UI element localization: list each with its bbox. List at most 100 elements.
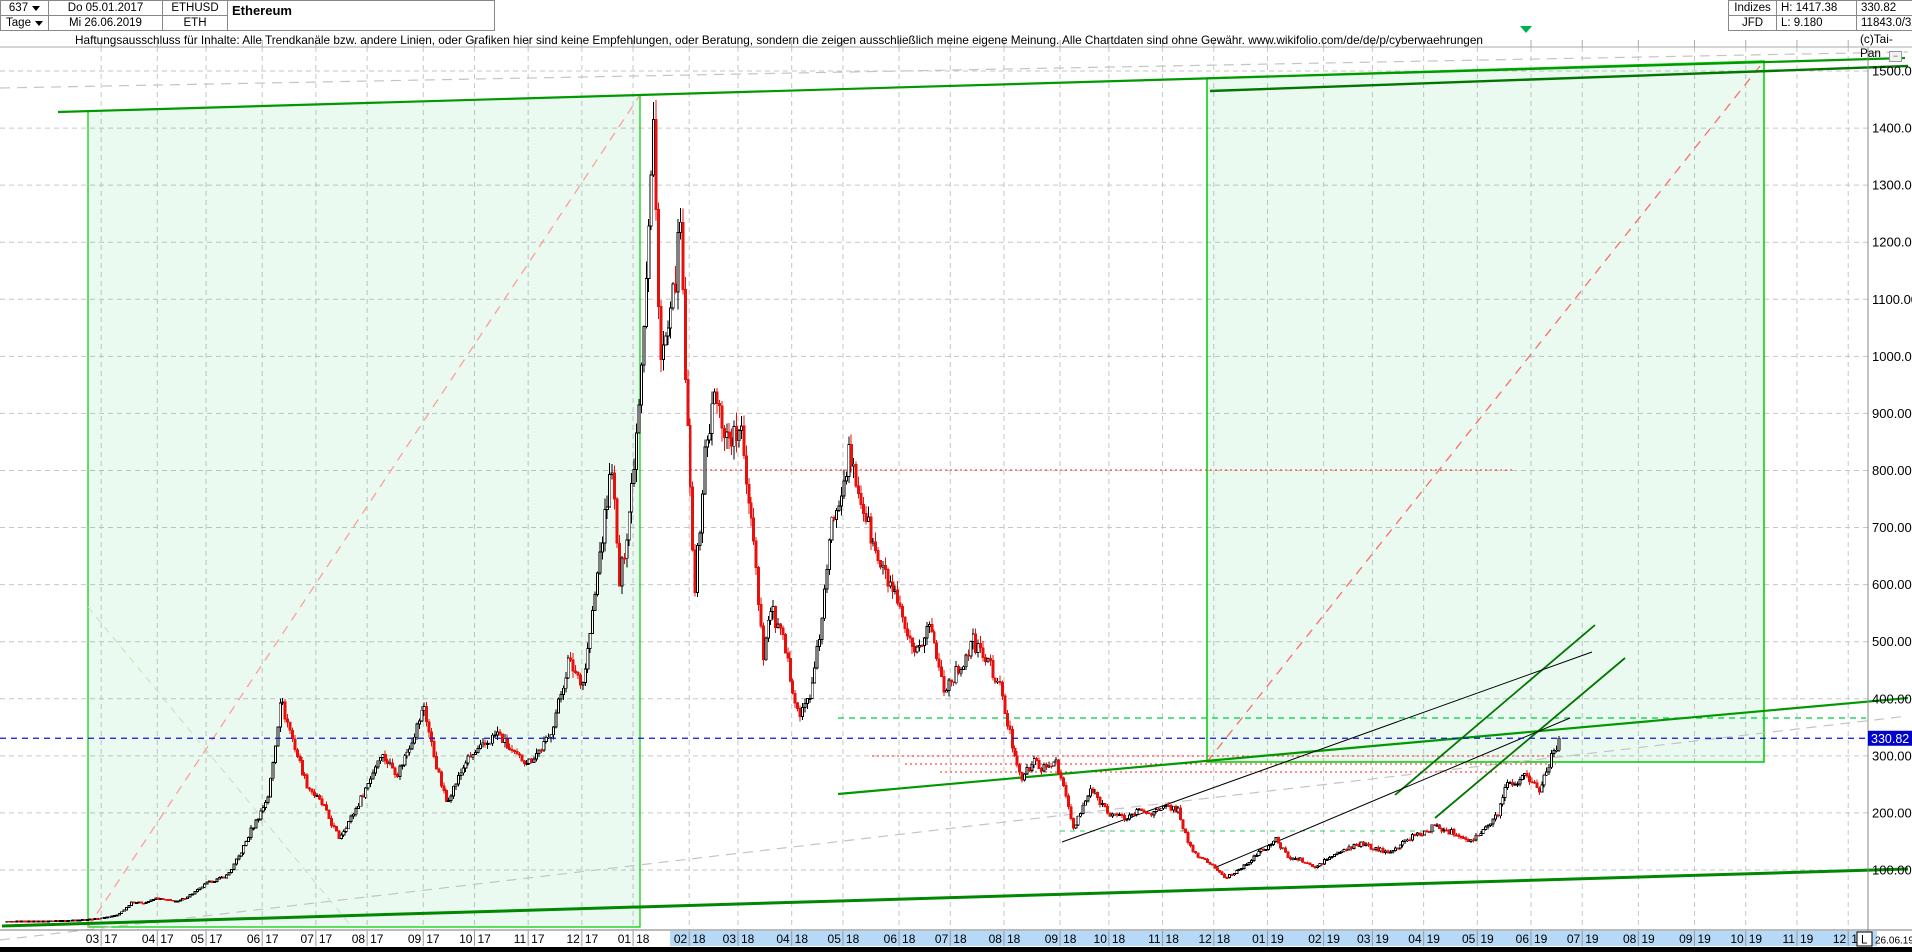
candle-body [1171, 805, 1175, 811]
resistance-long[interactable] [57, 56, 1906, 114]
candle-body [754, 540, 758, 568]
candle-body [310, 788, 314, 793]
candle-body [513, 750, 517, 753]
candle-body [1237, 868, 1241, 871]
symbol-short-value: ETH [183, 17, 207, 29]
red-diagonal-2019[interactable] [1206, 60, 1765, 763]
info-group-label: Indizes [1734, 2, 1771, 14]
candle-body [591, 610, 595, 634]
candle-body [1254, 854, 1258, 857]
bars-count-dropdown[interactable]: 637 [0, 0, 49, 16]
candle-body [1313, 866, 1317, 869]
candle-body [1342, 849, 1346, 852]
candle-body [298, 756, 302, 762]
candle-body [1320, 863, 1324, 865]
candle-body [1474, 834, 1478, 841]
date-label-month: 06 [884, 932, 898, 946]
date-label-month: 07 [935, 932, 949, 946]
price-axis-label: 900.00 [1872, 406, 1912, 421]
info-provider-label: JFD [1741, 17, 1764, 29]
support-long[interactable] [1, 867, 1909, 928]
candle-body [447, 799, 451, 803]
candle-body [649, 174, 653, 227]
candle-body [73, 919, 77, 922]
fan-line-a[interactable] [1061, 651, 1593, 843]
date-label-year: 18 [795, 932, 809, 946]
candle-body [356, 805, 360, 809]
candle-body [1523, 772, 1527, 776]
date-axis[interactable]: 03 17 04 17 05 17 06 17 07 17 08 17 09 17 10 17 11 17 12 17… [86, 931, 1912, 947]
candle-body [1203, 858, 1207, 861]
candle-body [1354, 843, 1358, 846]
red-diagonal-2017[interactable] [87, 94, 641, 928]
price-axis[interactable]: 1500.00 1400.00 1300.00 1200.00 1100.00 1000.… [1868, 64, 1912, 878]
candle-body [1325, 859, 1329, 861]
candle-body [791, 680, 795, 694]
candle-body [195, 889, 199, 893]
candle-body [1164, 804, 1168, 807]
candle-body [161, 898, 165, 901]
date-to-field[interactable]: Mi 26.06.2019 [48, 15, 163, 31]
candle-body [393, 767, 397, 775]
candle-body [1091, 788, 1095, 793]
candle-body [1281, 847, 1285, 850]
support-rising[interactable] [837, 696, 1909, 796]
candle-body [32, 920, 36, 923]
candle-body [1186, 832, 1190, 843]
date-to-value: Mi 26.06.2019 [69, 17, 142, 29]
candle-body [49, 920, 53, 923]
candle-body [1118, 814, 1122, 817]
candle-body [971, 633, 975, 643]
gray-channel-bottom[interactable] [0, 715, 1909, 941]
resistance-upper-2019[interactable] [1209, 64, 1909, 93]
candle-body [1418, 832, 1422, 836]
date-from-field[interactable]: Do 05.01.2017 [48, 0, 163, 16]
candle-body [1264, 848, 1268, 851]
candle-body [800, 706, 804, 717]
candle-body [212, 881, 216, 884]
period-dropdown[interactable]: Tage [0, 15, 49, 31]
candle-body [998, 680, 1002, 683]
candle-body [198, 887, 202, 890]
candle-body [1149, 813, 1153, 816]
period-high-cell: H: 1417.38 [1776, 0, 1857, 16]
minimize-icon[interactable]: − [1889, 51, 1902, 62]
candle-body [1157, 809, 1161, 812]
candle-body [713, 391, 717, 405]
candle-body [808, 697, 812, 700]
candle-body [139, 901, 143, 904]
candle-body [1096, 791, 1100, 799]
candle-body [278, 702, 282, 728]
date-label-month: 07 [1567, 932, 1581, 946]
candle-body [1059, 772, 1063, 779]
candle-body [1357, 843, 1361, 848]
pale-green-diagonal[interactable] [87, 606, 353, 928]
rally-channel-a[interactable] [1394, 624, 1596, 796]
candle-body [1220, 871, 1224, 875]
candle-body [796, 702, 800, 709]
candle-body [1503, 786, 1507, 798]
symbol-field[interactable]: ETHUSD [162, 0, 228, 16]
candle-body [861, 504, 865, 514]
candle-body [949, 679, 953, 683]
date-label-month: 12 [566, 932, 580, 946]
candle-body [596, 572, 600, 595]
candle-body [481, 742, 485, 746]
gray-channel-top[interactable] [0, 51, 1909, 89]
candle-body [1486, 825, 1490, 828]
candle-body [342, 831, 346, 836]
candle-body [1062, 777, 1066, 786]
candle-body [142, 902, 146, 905]
candle-body [1218, 870, 1222, 873]
candle-body [920, 645, 924, 648]
candle-body [539, 749, 543, 752]
candle-body [737, 430, 741, 442]
candle-body [1196, 852, 1200, 858]
candle-body [1286, 851, 1290, 859]
candle-body [1247, 862, 1251, 866]
candle-body [1137, 808, 1141, 811]
candle-body [1376, 846, 1380, 852]
candle-body [905, 628, 909, 637]
date-label-year: 17 [160, 932, 174, 946]
